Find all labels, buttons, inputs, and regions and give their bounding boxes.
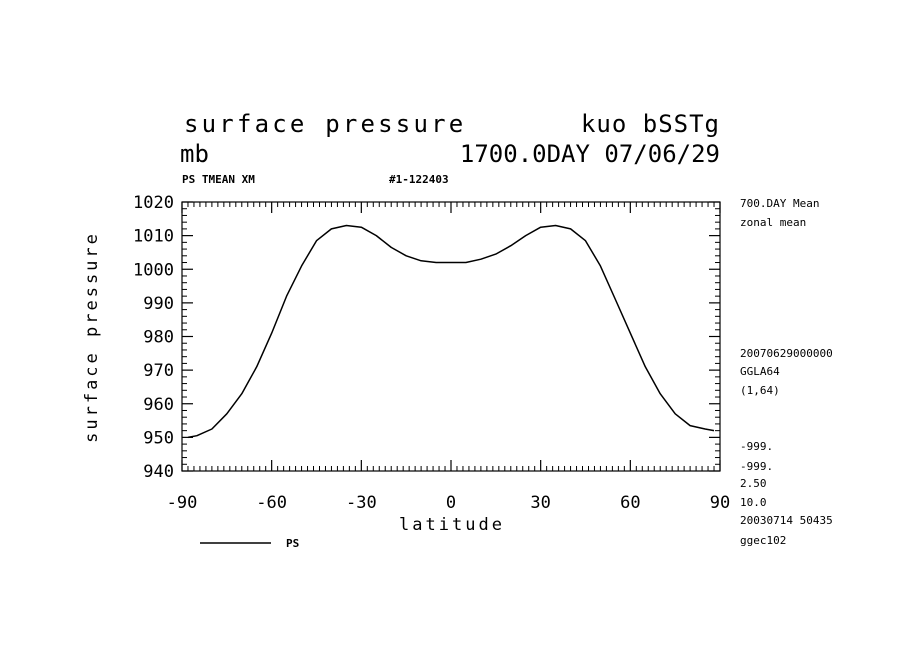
y-tick-labels: 940 950 960 970 980 990 1000 1010 1020	[133, 193, 174, 482]
x-tick-label: 90	[710, 493, 730, 513]
series-layer	[187, 224, 715, 439]
y-tick-label: 1020	[133, 193, 174, 213]
x-tick-label: -60	[256, 493, 287, 513]
y-tick-label: 950	[143, 428, 174, 448]
x-tick-labels: -90 -60 -30 0 30 60 90	[167, 493, 731, 513]
missing-value-2: -999.	[740, 460, 773, 473]
legend-label: PS	[286, 537, 299, 550]
major-ticks	[181, 201, 721, 472]
y-tick-label: 1000	[133, 260, 174, 280]
chart-title: surface pressure	[184, 110, 466, 138]
y-tick-label: 1010	[133, 227, 174, 247]
x-axis-title: latitude	[399, 515, 505, 535]
y-tick-label: 970	[143, 361, 174, 381]
x-tick-label: 0	[446, 493, 456, 513]
time-label: 1700.0DAY 07/06/29	[460, 140, 720, 168]
machine-label: ggec102	[740, 534, 786, 547]
minor-ticks	[182, 202, 720, 471]
y-tick-label: 990	[143, 294, 174, 314]
x-tick-label: 60	[620, 493, 640, 513]
units-label: mb	[180, 140, 209, 168]
x-tick-label: -30	[346, 493, 377, 513]
mean-label: 700.DAY Mean	[740, 197, 819, 210]
field-label: PS TMEAN XM	[182, 173, 255, 186]
zonal-mean-label: zonal mean	[740, 216, 806, 229]
plot-frame	[181, 201, 721, 472]
run-id-label: #1-122403	[389, 173, 449, 186]
y-tick-label: 960	[143, 395, 174, 415]
missing-value-1: -999.	[740, 440, 773, 453]
index-label: (1,64)	[740, 384, 780, 397]
x-tick-label: -90	[167, 493, 198, 513]
y-axis-title: surface pressure	[82, 231, 102, 443]
series-line-ps	[187, 224, 715, 439]
grid-label: GGLA64	[740, 365, 780, 378]
date-code-label: 20030714 50435	[740, 514, 833, 527]
value-2: 10.0	[740, 496, 767, 509]
timestamp-label: 20070629000000	[740, 347, 833, 360]
y-tick-label: 980	[143, 328, 174, 348]
value-1: 2.50	[740, 477, 767, 490]
y-tick-label: 940	[143, 462, 174, 482]
x-tick-label: 30	[530, 493, 550, 513]
experiment-label: kuo bSSTg	[581, 110, 720, 138]
